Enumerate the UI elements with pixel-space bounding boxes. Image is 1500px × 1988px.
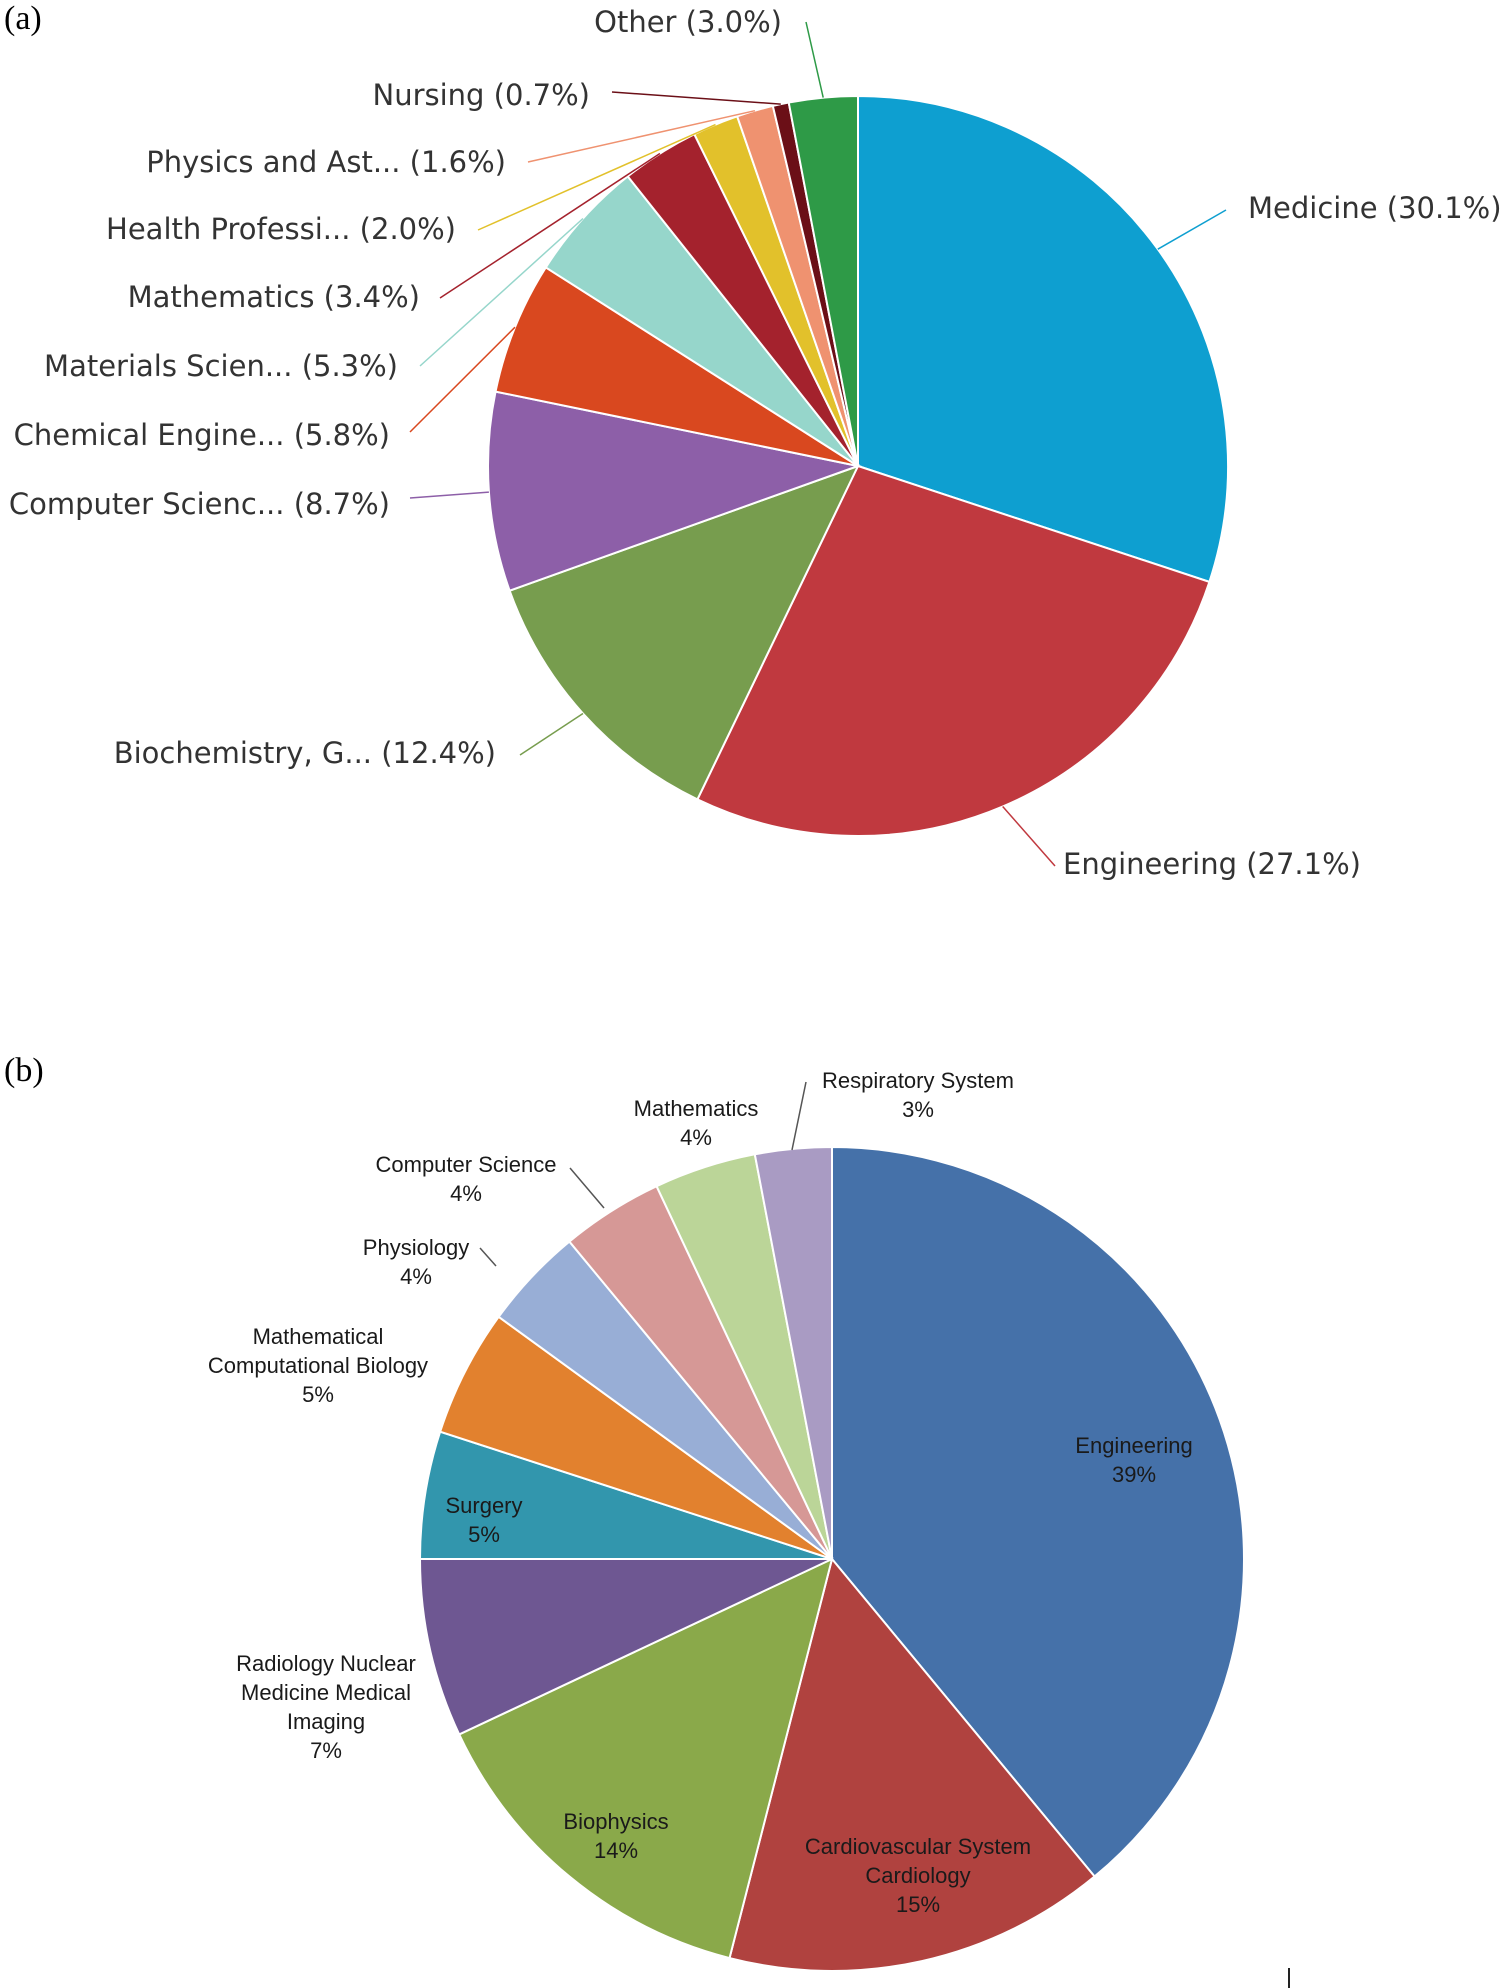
chart-a-slice-other [787, 94, 859, 467]
panel-a-label: (a) [4, 0, 42, 37]
chart-b-leader-physiology [479, 1247, 497, 1267]
chart-a-slice-chemical-engine [494, 266, 859, 467]
chart-a-slice-computer-scienc [487, 390, 862, 592]
chart-b-slice-biophysics [457, 1557, 834, 1960]
chart-b-slice-engineering [831, 1145, 1245, 1878]
chart-a-label-mathematics: Mathematics (3.4%) [128, 280, 420, 314]
chart-a-leader-engineering [1002, 806, 1056, 867]
chart-a-leader-health-professi [477, 123, 716, 231]
chart-a-label-materials-scien: Materials Scien... (5.3%) [44, 349, 398, 383]
chart-a-label-other: Other (3.0%) [594, 5, 782, 39]
chart-b-label-computer-science: Computer Science 4% [376, 1152, 557, 1206]
chart-b-label-physiology: Physiology 4% [363, 1235, 469, 1289]
chart-a-label-health-professi: Health Professi... (2.0%) [106, 212, 456, 246]
chart-a-leader-nursing [611, 91, 781, 105]
chart-a-leader-other [805, 21, 824, 98]
chart-a-label-engineering: Engineering (27.1%) [1063, 847, 1361, 881]
chart-a-leader-materials-scien [419, 217, 584, 367]
chart-b-leader-respiratory-system [791, 1081, 807, 1151]
chart-b-label-mathematics: Mathematics 4% [634, 1096, 759, 1150]
chart-a-label-biochemistry-g: Biochemistry, G... (12.4%) [114, 736, 496, 770]
chart-b-slice-respiratory-system [753, 1145, 833, 1560]
chart-b-slice-cardiovascular-system-cardiology [728, 1556, 1097, 1972]
chart-b-label-biophysics: Biophysics 14% [563, 1809, 668, 1863]
chart-a-label-nursing: Nursing (0.7%) [373, 78, 590, 112]
chart-b-label-mathematical-computational-biology: Mathematical Computational Biology 5% [208, 1324, 428, 1407]
chart-a-leader-biochemistry-g [519, 712, 584, 756]
chart-a-leader-mathematics [439, 152, 661, 299]
chart-b-label-engineering: Engineering 39% [1075, 1433, 1192, 1487]
chart-a-leader-computer-scienc [409, 491, 489, 499]
chart-a-label-physics-and-ast: Physics and Ast... (1.6%) [146, 145, 506, 179]
chart-b-label-cardiovascular-system-cardiology: Cardiovascular System Cardiology 15% [805, 1834, 1031, 1917]
chart-a-leader-physics-and-ast [527, 109, 756, 163]
chart-a-label-medicine: Medicine (30.1%) [1248, 191, 1500, 225]
chart-b-label-respiratory-system: Respiratory System 3% [822, 1068, 1014, 1122]
chart-a-label-computer-scienc: Computer Scienc... (8.7%) [9, 487, 390, 521]
chart-b-label-radiology-nuclear-medicine-medical-imaging: Radiology Nuclear Medicine Medical Imaging… [236, 1651, 416, 1763]
panel-b-label: (b) [4, 1052, 44, 1089]
chart-a-label-chemical-engine: Chemical Engine... (5.8%) [14, 418, 390, 452]
chart-a-leader-medicine [1157, 209, 1227, 250]
chart-b-leader-computer-science [569, 1167, 605, 1209]
chart-a-leader-chemical-engine [409, 326, 516, 433]
chart-b-slice-radiology-nuclear-medicine-medical-imaging [418, 1558, 833, 1736]
chart-b-label-surgery: Surgery 5% [445, 1493, 522, 1547]
